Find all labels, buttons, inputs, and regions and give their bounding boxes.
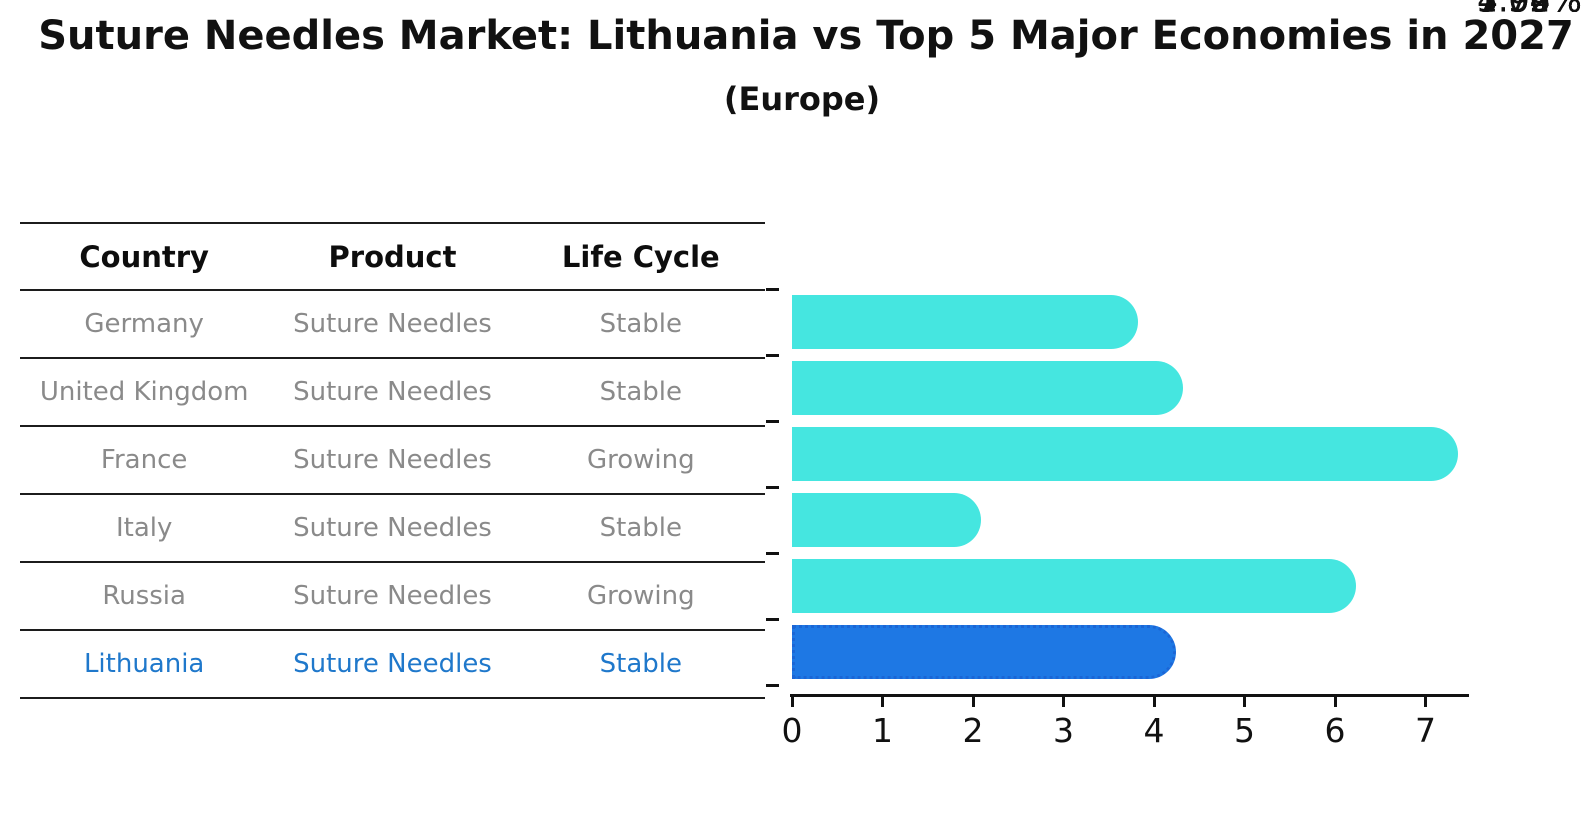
table-row-italy: Italy Suture Needles Stable [20, 495, 765, 563]
value-label-russia: 5.93% [1477, 0, 1582, 20]
x-tick-label: 6 [1324, 711, 1346, 750]
product-cell: Suture Needles [293, 581, 492, 611]
y-tick [766, 618, 779, 621]
country-cell: Italy [115, 513, 173, 543]
country-cell: United Kingdom [39, 377, 249, 407]
bar-france [792, 427, 1458, 481]
bar-germany [792, 295, 1139, 349]
x-tick-mark [1424, 695, 1427, 707]
bar-plot-area: 0 1 2 3 4 5 6 7 [782, 222, 1469, 750]
value-label-germany: 3.53% [1477, 0, 1582, 20]
table-row-united-kingdom: United Kingdom Suture Needles Stable [20, 359, 765, 427]
table-row-france: France Suture Needles Growing [20, 427, 765, 495]
country-cell: Germany [84, 309, 204, 339]
value-label-united-kingdom: 4.02% [1477, 0, 1582, 20]
product-cell: Suture Needles [293, 649, 492, 679]
country-cell: Lithuania [83, 649, 205, 679]
product-cell: Suture Needles [293, 309, 492, 339]
x-tick-mark [1333, 695, 1337, 707]
y-tick [766, 684, 779, 687]
value-label-lithuania: 3.94% [1477, 0, 1582, 20]
country-table: Country Product Life Cycle Germany Sutur… [20, 222, 765, 699]
y-tick [766, 486, 779, 489]
bar-lithuania-highlighted [792, 625, 1176, 679]
x-tick-mark [790, 695, 794, 707]
product-cell: Suture Needles [293, 513, 492, 543]
value-label-italy: 1.79% [1477, 0, 1582, 20]
x-tick-mark [971, 695, 975, 707]
life-cycle-cell: Stable [599, 649, 682, 679]
table-row-germany: Germany Suture Needles Stable [20, 291, 765, 359]
x-tick-label: 7 [1415, 711, 1436, 750]
column-header-life-cycle: Life Cycle [561, 239, 720, 274]
life-cycle-cell: Stable [599, 309, 682, 339]
life-cycle-cell: Growing [586, 581, 695, 611]
x-tick-label: 2 [962, 711, 984, 750]
x-tick-mark [1152, 695, 1156, 707]
y-tick [766, 552, 779, 555]
x-tick-mark [1062, 695, 1065, 707]
bar-italy [792, 493, 981, 547]
x-tick-mark [1243, 695, 1246, 707]
bar-united-kingdom [792, 361, 1183, 415]
country-cell: France [100, 445, 188, 475]
x-tick-label: 1 [872, 711, 893, 750]
x-tick-label: 0 [781, 711, 803, 750]
x-tick-label: 5 [1234, 711, 1255, 750]
country-cell: Russia [102, 581, 186, 611]
table-header-row: Country Product Life Cycle [20, 222, 765, 291]
value-label-france: 7.06% [1477, 0, 1582, 20]
y-tick [766, 420, 779, 423]
x-tick-mark [881, 695, 884, 707]
table-row-russia: Russia Suture Needles Growing [20, 563, 765, 631]
table-row-lithuania: Lithuania Suture Needles Stable [20, 631, 765, 699]
bar-russia [792, 559, 1356, 613]
life-cycle-cell: Stable [599, 513, 682, 543]
x-axis-line [790, 694, 1469, 697]
life-cycle-cell: Stable [599, 377, 682, 407]
x-tick-label: 4 [1143, 711, 1165, 750]
product-cell: Suture Needles [293, 377, 492, 407]
chart-title: Suture Needles Market: Lithuania vs Top … [38, 13, 1574, 59]
column-header-country: Country [79, 239, 209, 274]
product-cell: Suture Needles [293, 445, 492, 475]
life-cycle-cell: Growing [586, 445, 695, 475]
column-header-product: Product [328, 239, 457, 274]
chart-subtitle: (Europe) [723, 80, 881, 118]
y-tick [766, 288, 779, 291]
x-tick-label: 3 [1053, 711, 1074, 750]
y-tick [766, 354, 779, 357]
